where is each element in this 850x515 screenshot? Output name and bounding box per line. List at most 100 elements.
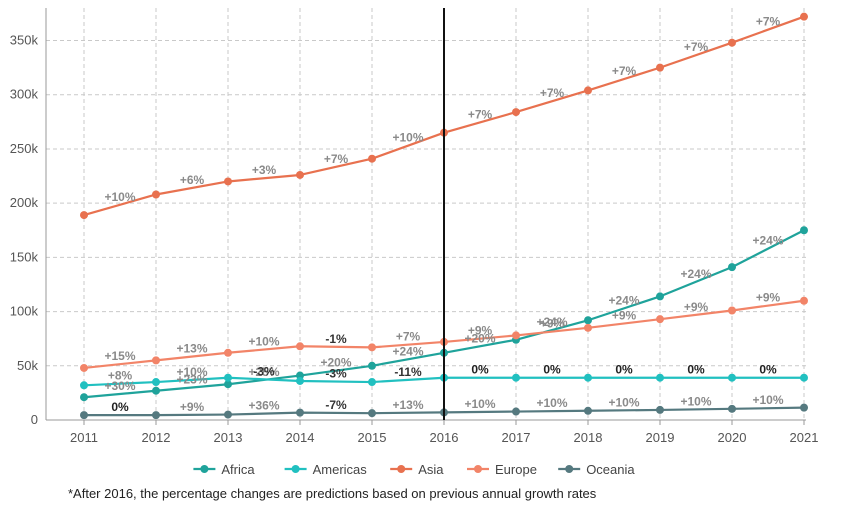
x-tick-label: 2014 (286, 430, 315, 445)
data-point-africa (152, 386, 160, 395)
percent-label-asia: +3% (252, 163, 277, 177)
data-point-oceania (512, 407, 520, 416)
percent-label-asia: +7% (684, 40, 709, 54)
percent-label-europe: +10% (248, 335, 279, 349)
percent-label-africa: +20% (464, 331, 495, 345)
data-point-asia (656, 63, 664, 72)
percent-label-africa: +25% (248, 365, 279, 379)
data-point-americas (80, 381, 88, 390)
legend-marker-asia (397, 465, 406, 473)
data-point-asia (296, 170, 304, 179)
percent-label-oceania: +10% (680, 394, 711, 408)
percent-label-americas: 0% (687, 363, 705, 377)
percent-label-oceania: +10% (752, 393, 783, 407)
data-point-oceania (224, 410, 232, 419)
legend-label-europe: Europe (495, 462, 537, 477)
data-point-asia (728, 38, 736, 47)
percent-label-americas: -11% (394, 365, 422, 379)
percent-label-africa: +24% (536, 315, 567, 329)
percent-label-asia: +6% (180, 173, 205, 187)
percent-label-europe: +9% (684, 300, 709, 314)
x-tick-label: 2011 (70, 430, 98, 445)
data-point-oceania (728, 404, 736, 413)
y-tick-label: 150k (10, 249, 39, 264)
data-point-europe (512, 331, 520, 340)
data-point-europe (224, 348, 232, 357)
legend-item-americas[interactable]: Americas (284, 462, 368, 477)
footnote: *After 2016, the percentage changes are … (68, 486, 597, 501)
percent-label-americas: +8% (108, 369, 133, 383)
data-point-asia (152, 190, 160, 199)
data-point-oceania (584, 406, 592, 415)
data-point-asia (512, 108, 520, 117)
percent-labels: +30% +23% +25% +20% +24% +20% +24% +24% +24% +24%… (104, 15, 783, 414)
percent-label-africa: +24% (752, 234, 783, 248)
x-tick-label: 2017 (502, 430, 531, 445)
x-tick-label: 2018 (574, 430, 603, 445)
percent-label-americas: -3% (253, 364, 275, 378)
legend-label-oceania: Oceania (586, 462, 635, 477)
legend-item-europe[interactable]: Europe (467, 462, 537, 477)
percent-label-asia: +7% (612, 64, 637, 78)
data-point-asia (80, 211, 88, 220)
data-point-africa (656, 292, 664, 301)
data-point-oceania (800, 403, 808, 412)
percent-label-africa: +24% (608, 293, 639, 307)
legend-marker-africa (200, 465, 209, 473)
data-point-americas (728, 373, 736, 382)
legend-item-oceania[interactable]: Oceania (558, 462, 635, 477)
y-tick-label: 50k (17, 358, 38, 373)
legend-item-asia[interactable]: Asia (390, 462, 444, 477)
data-point-africa (728, 263, 736, 272)
legend-marker-americas (291, 465, 300, 473)
percent-label-oceania: +9% (180, 400, 205, 414)
data-point-asia (584, 86, 592, 95)
percent-label-asia: +10% (392, 131, 423, 145)
data-point-oceania (368, 409, 376, 418)
y-tick-label: 250k (10, 141, 39, 156)
legend-label-americas: Americas (313, 462, 368, 477)
data-point-asia (224, 177, 232, 186)
grid (46, 8, 806, 420)
percent-label-oceania: +10% (608, 395, 639, 409)
percent-label-americas: 0% (615, 363, 633, 377)
data-point-americas (296, 376, 304, 385)
percent-label-africa: +20% (320, 356, 351, 370)
percent-label-africa: +24% (392, 344, 423, 358)
percent-label-asia: +7% (468, 107, 493, 121)
data-point-europe (584, 323, 592, 332)
percent-label-americas: +10% (176, 365, 207, 379)
percent-label-asia: +7% (324, 152, 349, 166)
percent-label-europe: +13% (176, 342, 207, 356)
percent-label-oceania: +10% (536, 396, 567, 410)
percent-label-europe: +9% (468, 324, 493, 338)
percent-label-americas: 0% (759, 363, 777, 377)
data-point-africa (224, 380, 232, 389)
data-point-africa (584, 316, 592, 325)
data-point-americas (584, 373, 592, 382)
series-lines (80, 12, 808, 420)
axes: 0 50k 100k 150k 200k 250k 300k 350k 2011 2012 2013… (10, 8, 819, 445)
legend-label-asia: Asia (418, 462, 444, 477)
legend-label-africa: Africa (221, 462, 255, 477)
percent-label-oceania: +13% (392, 398, 423, 412)
percent-label-africa: +23% (176, 372, 207, 386)
data-point-europe (80, 363, 88, 372)
legend[interactable]: Africa Americas Asia Europe Oceania (193, 462, 635, 477)
y-tick-label: 350k (10, 33, 39, 48)
x-tick-label: 2021 (790, 430, 819, 445)
percent-label-americas: -3% (325, 367, 347, 381)
x-tick-label: 2019 (646, 430, 675, 445)
data-point-americas (656, 373, 664, 382)
data-point-americas (368, 378, 376, 387)
y-tick-label: 0 (31, 412, 38, 427)
legend-item-africa[interactable]: Africa (193, 462, 255, 477)
data-point-europe (296, 342, 304, 351)
y-tick-label: 300k (10, 87, 39, 102)
data-point-africa (800, 226, 808, 235)
percent-label-americas: 0% (543, 363, 561, 377)
x-tick-label: 2012 (142, 430, 171, 445)
data-point-oceania (296, 408, 304, 417)
data-point-asia (368, 154, 376, 163)
